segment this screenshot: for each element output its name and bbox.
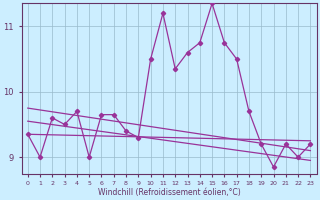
- X-axis label: Windchill (Refroidissement éolien,°C): Windchill (Refroidissement éolien,°C): [98, 188, 240, 197]
